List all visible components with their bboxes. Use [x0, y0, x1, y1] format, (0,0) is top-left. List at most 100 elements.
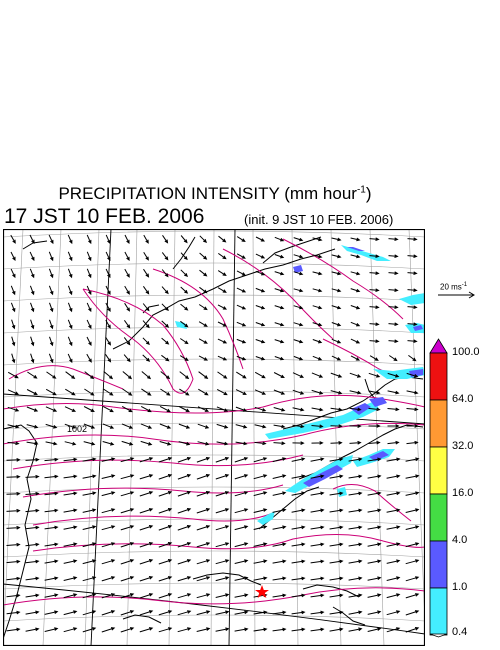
colorbar-max-triangle — [429, 338, 448, 354]
wind-vector — [86, 336, 92, 347]
wind-vector — [101, 525, 116, 531]
wind-vector — [272, 593, 287, 598]
wind-vector — [177, 576, 192, 582]
colorbar-label-32: 32.0 — [452, 440, 474, 452]
wind-vector — [45, 423, 58, 429]
wind-vector — [197, 406, 210, 412]
wind-vector — [25, 610, 40, 615]
wind-vector — [218, 235, 227, 243]
wind-vector — [101, 610, 116, 616]
wind-vector — [161, 286, 169, 295]
wind-vector — [161, 354, 170, 362]
wind-vector — [369, 237, 380, 241]
wind-vector — [367, 474, 382, 479]
location-marker — [255, 585, 269, 598]
wind-vector — [6, 508, 21, 513]
wind-vector — [272, 542, 287, 547]
wind-vector — [272, 457, 287, 463]
wind-vector — [178, 406, 190, 413]
wind-vector — [140, 405, 152, 413]
isobar-label: 1002 — [67, 424, 87, 434]
wind-vector — [255, 270, 266, 276]
wind-vector — [10, 302, 16, 313]
wind-vector — [272, 474, 287, 479]
wind-vector — [234, 593, 249, 598]
lat-lon-grid — [3, 229, 425, 646]
wind-vector — [386, 593, 401, 599]
wind-vector — [102, 405, 114, 413]
wind-vector — [63, 491, 78, 496]
wind-vector — [67, 336, 73, 347]
wind-vector — [329, 525, 344, 530]
wind-vector — [102, 423, 115, 429]
wind-vector — [406, 424, 419, 428]
wind-vector — [11, 319, 16, 330]
wind-vector — [274, 339, 285, 344]
wind-vector — [139, 593, 154, 599]
colorbar-segments — [429, 352, 448, 636]
wind-vector — [405, 627, 420, 633]
wind-vector — [350, 288, 361, 293]
wind-vector — [49, 302, 54, 313]
wind-vector — [350, 321, 361, 327]
wind-vector — [310, 474, 325, 479]
wind-vector — [177, 491, 192, 497]
valid-time: 17 JST 10 FEB. 2006 — [4, 205, 205, 228]
wind-vector — [272, 508, 287, 513]
wind-vector — [198, 321, 208, 327]
wind-vector — [234, 542, 249, 548]
wind-vector — [25, 508, 40, 513]
wind-vector — [122, 371, 133, 380]
wind-vector — [253, 457, 268, 463]
wind-vector — [215, 559, 230, 565]
wind-vector — [369, 355, 379, 361]
wind-vector — [6, 475, 21, 479]
colorbar-segment — [429, 446, 448, 495]
wind-vector — [177, 474, 192, 480]
wind-vector — [123, 354, 131, 363]
wind-vector — [368, 372, 381, 378]
wind-vector — [105, 268, 111, 279]
wind-vector — [331, 288, 342, 293]
wind-vector — [177, 593, 192, 599]
wind-vector — [25, 474, 40, 479]
wind-vector — [161, 337, 170, 345]
wind-vector — [369, 322, 380, 326]
wind-vector — [102, 441, 115, 446]
wind-vector — [217, 287, 227, 293]
wind-vector — [255, 253, 266, 259]
wind-vector — [291, 576, 306, 581]
wind-vector — [216, 388, 228, 396]
wind-vector — [367, 491, 382, 496]
wind-vector — [405, 610, 420, 616]
wind-vector — [82, 542, 97, 548]
wind-vector — [330, 390, 343, 395]
wind-vector — [348, 610, 363, 615]
wind-vector — [311, 372, 324, 378]
wind-vector — [273, 441, 286, 446]
map-frame — [3, 229, 425, 646]
wind-vector — [178, 423, 191, 429]
wind-vector — [67, 319, 73, 330]
wind-vector — [141, 371, 152, 380]
wind-vector — [234, 457, 249, 463]
wind-vector — [44, 610, 59, 615]
wind-vector — [405, 457, 420, 462]
wind-vector — [30, 319, 35, 330]
wind-vector — [331, 355, 342, 361]
wind-vector — [158, 627, 173, 633]
wind-vector — [142, 354, 151, 362]
wind-vector — [158, 593, 173, 599]
wind-vector — [367, 627, 382, 632]
wind-vector — [253, 559, 268, 564]
wind-vector — [180, 252, 188, 261]
wind-vector — [199, 235, 208, 244]
wind-vector — [177, 610, 192, 616]
wind-vector — [180, 320, 189, 328]
wind-vector — [329, 508, 344, 513]
wind-vector — [120, 508, 135, 514]
wind-vector — [124, 268, 130, 278]
wind-vector — [407, 305, 418, 309]
wind-vector — [348, 525, 363, 530]
wind-vector — [101, 491, 116, 497]
